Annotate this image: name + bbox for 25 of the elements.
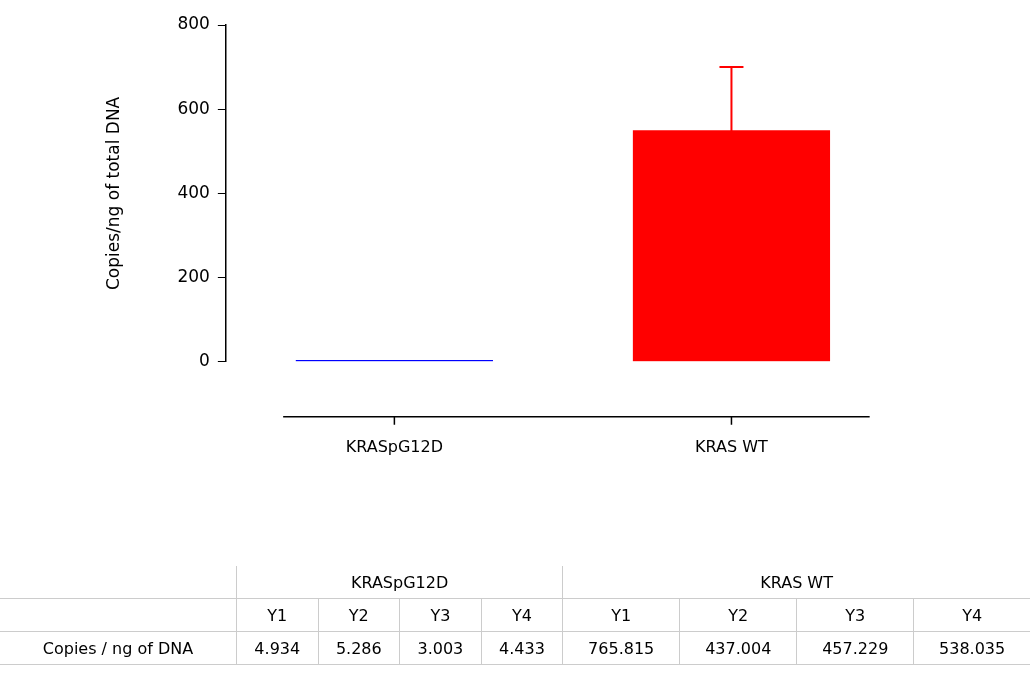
text: Y1 (236, 598, 319, 632)
text: Copies / ng of DNA (0, 631, 237, 665)
text: 538.035 (913, 631, 1030, 665)
category-label: KRASpG12D (350, 572, 449, 592)
text: Y4 (913, 598, 1030, 632)
text: 5.286 (318, 631, 400, 665)
y-tick-label: 0 (199, 350, 210, 371)
text: 3.003 (399, 631, 482, 665)
text: Y4 (481, 598, 563, 632)
text: 457.229 (796, 631, 914, 665)
text: 437.004 (679, 631, 797, 665)
text: 4.934 (236, 631, 319, 665)
text: 4.433 (481, 631, 563, 665)
category-label: KRAS WT (760, 572, 833, 592)
y-tick-label: 200 (177, 266, 210, 287)
text: Y1 (562, 598, 680, 632)
text: Y2 (679, 598, 797, 632)
y-tick-label: 400 (177, 181, 210, 202)
y-tick-label: 600 (177, 97, 210, 118)
text: Y3 (399, 598, 482, 632)
text: Y2 (318, 598, 400, 632)
y-tick-label: 800 (177, 13, 210, 34)
y-axis-title: Copies/ng of total DNA (102, 96, 123, 291)
text: Y3 (796, 598, 914, 632)
text: 765.815 (562, 631, 680, 665)
